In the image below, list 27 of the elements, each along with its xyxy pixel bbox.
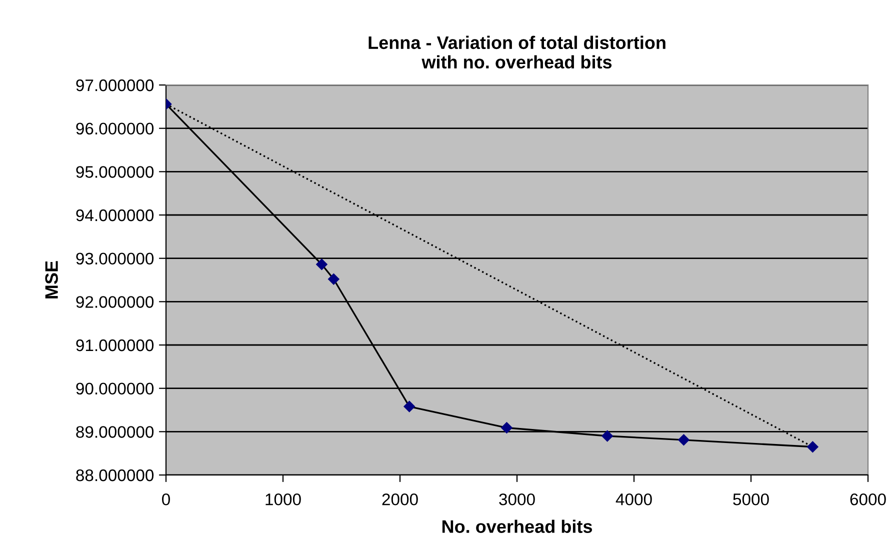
point	[404, 400, 415, 412]
point	[807, 441, 818, 452]
y-tick-label: 97.000000	[76, 79, 154, 92]
point	[316, 258, 328, 270]
x-tick-label: 0	[162, 493, 170, 506]
x-axis-title: No. overhead bits	[442, 520, 592, 533]
y-tick-label: 89.000000	[76, 426, 154, 438]
y-tick-label: 93.000000	[76, 252, 154, 265]
y-tick-label: 91.000000	[76, 339, 154, 352]
x-tick-label: 5000	[733, 493, 769, 506]
y-tick-label: 95.000000	[76, 166, 154, 178]
x-tick-label: 2000	[382, 493, 418, 506]
x-tick-label: 6000	[850, 493, 886, 506]
point	[678, 434, 690, 446]
y-axis-title: MSE	[45, 261, 58, 298]
point	[602, 430, 613, 442]
y-tick-label: 90.000000	[76, 382, 154, 395]
x-tick-label: 1000	[266, 493, 301, 506]
y-tick-label: 96.000000	[76, 122, 154, 135]
y-tick-label: 88.000000	[76, 469, 154, 482]
x-tick-label: 4000	[616, 493, 652, 506]
y-tick-label: 92.000000	[76, 296, 154, 308]
point	[501, 422, 512, 434]
x-tick-label: 3000	[499, 493, 535, 506]
y-tick-label: 94.000000	[76, 209, 154, 222]
point	[328, 274, 340, 285]
chart-title: Lenna - Variation of total distortion with no. overhead bits	[368, 36, 666, 69]
